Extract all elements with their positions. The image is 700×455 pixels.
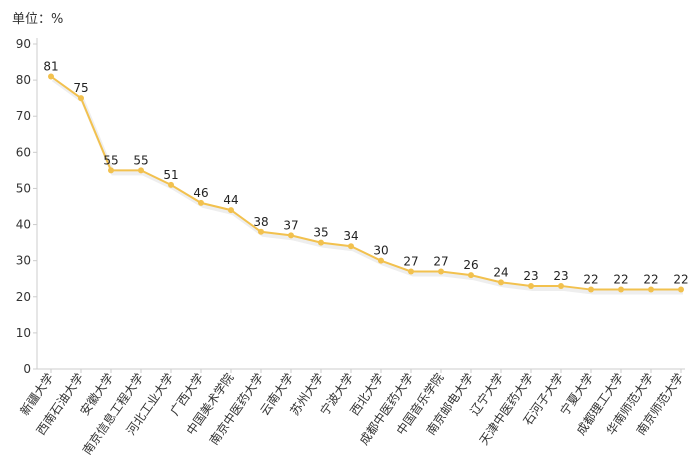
y-tick-label: 70 xyxy=(16,109,31,123)
data-label: 46 xyxy=(193,186,208,200)
data-point xyxy=(168,181,174,188)
y-tick-label: 40 xyxy=(16,218,31,232)
data-point xyxy=(108,167,114,174)
data-point xyxy=(48,73,54,80)
data-label: 37 xyxy=(283,218,298,232)
data-label: 22 xyxy=(583,273,598,287)
y-tick-label: 90 xyxy=(16,37,31,51)
data-point xyxy=(348,243,354,250)
data-point xyxy=(288,232,294,239)
data-point xyxy=(318,239,324,246)
data-label: 23 xyxy=(523,269,538,283)
data-label: 81 xyxy=(43,60,58,74)
data-label: 55 xyxy=(103,153,118,167)
y-tick-label: 60 xyxy=(16,145,31,159)
y-tick-label: 50 xyxy=(16,181,31,195)
data-point xyxy=(78,95,84,102)
y-tick-label: 30 xyxy=(16,254,31,268)
data-point xyxy=(468,272,474,279)
data-label: 34 xyxy=(343,229,358,243)
series xyxy=(48,73,684,295)
data-label: 44 xyxy=(223,193,238,207)
axes xyxy=(36,38,685,370)
y-axis-ticks: 0 10 20 30 40 50 60 70 80 90 xyxy=(16,37,37,376)
data-label: 35 xyxy=(313,226,328,240)
data-point xyxy=(558,282,564,289)
data-label: 55 xyxy=(133,153,148,167)
data-label: 38 xyxy=(253,215,268,229)
data-point xyxy=(648,286,654,293)
y-tick-label: 10 xyxy=(16,326,31,340)
data-label: 22 xyxy=(673,273,688,287)
x-axis-ticks: 新疆大学西南石油大学安徽大学南京信息工程大学河北工业大学广西大学中国美术学院南京… xyxy=(17,369,686,455)
data-point xyxy=(678,286,684,293)
data-label: 51 xyxy=(163,168,178,182)
data-point xyxy=(408,268,414,275)
data-label: 27 xyxy=(403,255,418,269)
data-point xyxy=(228,207,234,214)
data-point xyxy=(618,286,624,293)
y-tick-label: 0 xyxy=(23,362,31,376)
data-point xyxy=(528,282,534,289)
data-label: 26 xyxy=(463,258,478,272)
data-label: 75 xyxy=(73,81,88,95)
data-label: 22 xyxy=(643,273,658,287)
data-label: 27 xyxy=(433,255,448,269)
data-point xyxy=(258,228,264,235)
y-tick-label: 80 xyxy=(16,73,31,87)
data-label: 22 xyxy=(613,273,628,287)
data-label: 24 xyxy=(493,265,508,279)
data-label: 30 xyxy=(373,244,388,258)
data-point xyxy=(378,257,384,264)
data-point xyxy=(498,279,504,286)
series-line-shadow xyxy=(51,77,683,295)
unit-label: 单位：% xyxy=(12,12,64,27)
data-point xyxy=(138,167,144,174)
data-label: 23 xyxy=(553,269,568,283)
series-line xyxy=(50,75,681,291)
data-point xyxy=(588,286,594,293)
data-labels: 81 75 55 55 51 46 44 38 37 35 34 30 27 27 26 24 23 23 22 22… xyxy=(43,60,688,287)
data-point xyxy=(198,199,204,206)
data-point xyxy=(438,268,444,275)
y-tick-label: 20 xyxy=(16,290,31,304)
